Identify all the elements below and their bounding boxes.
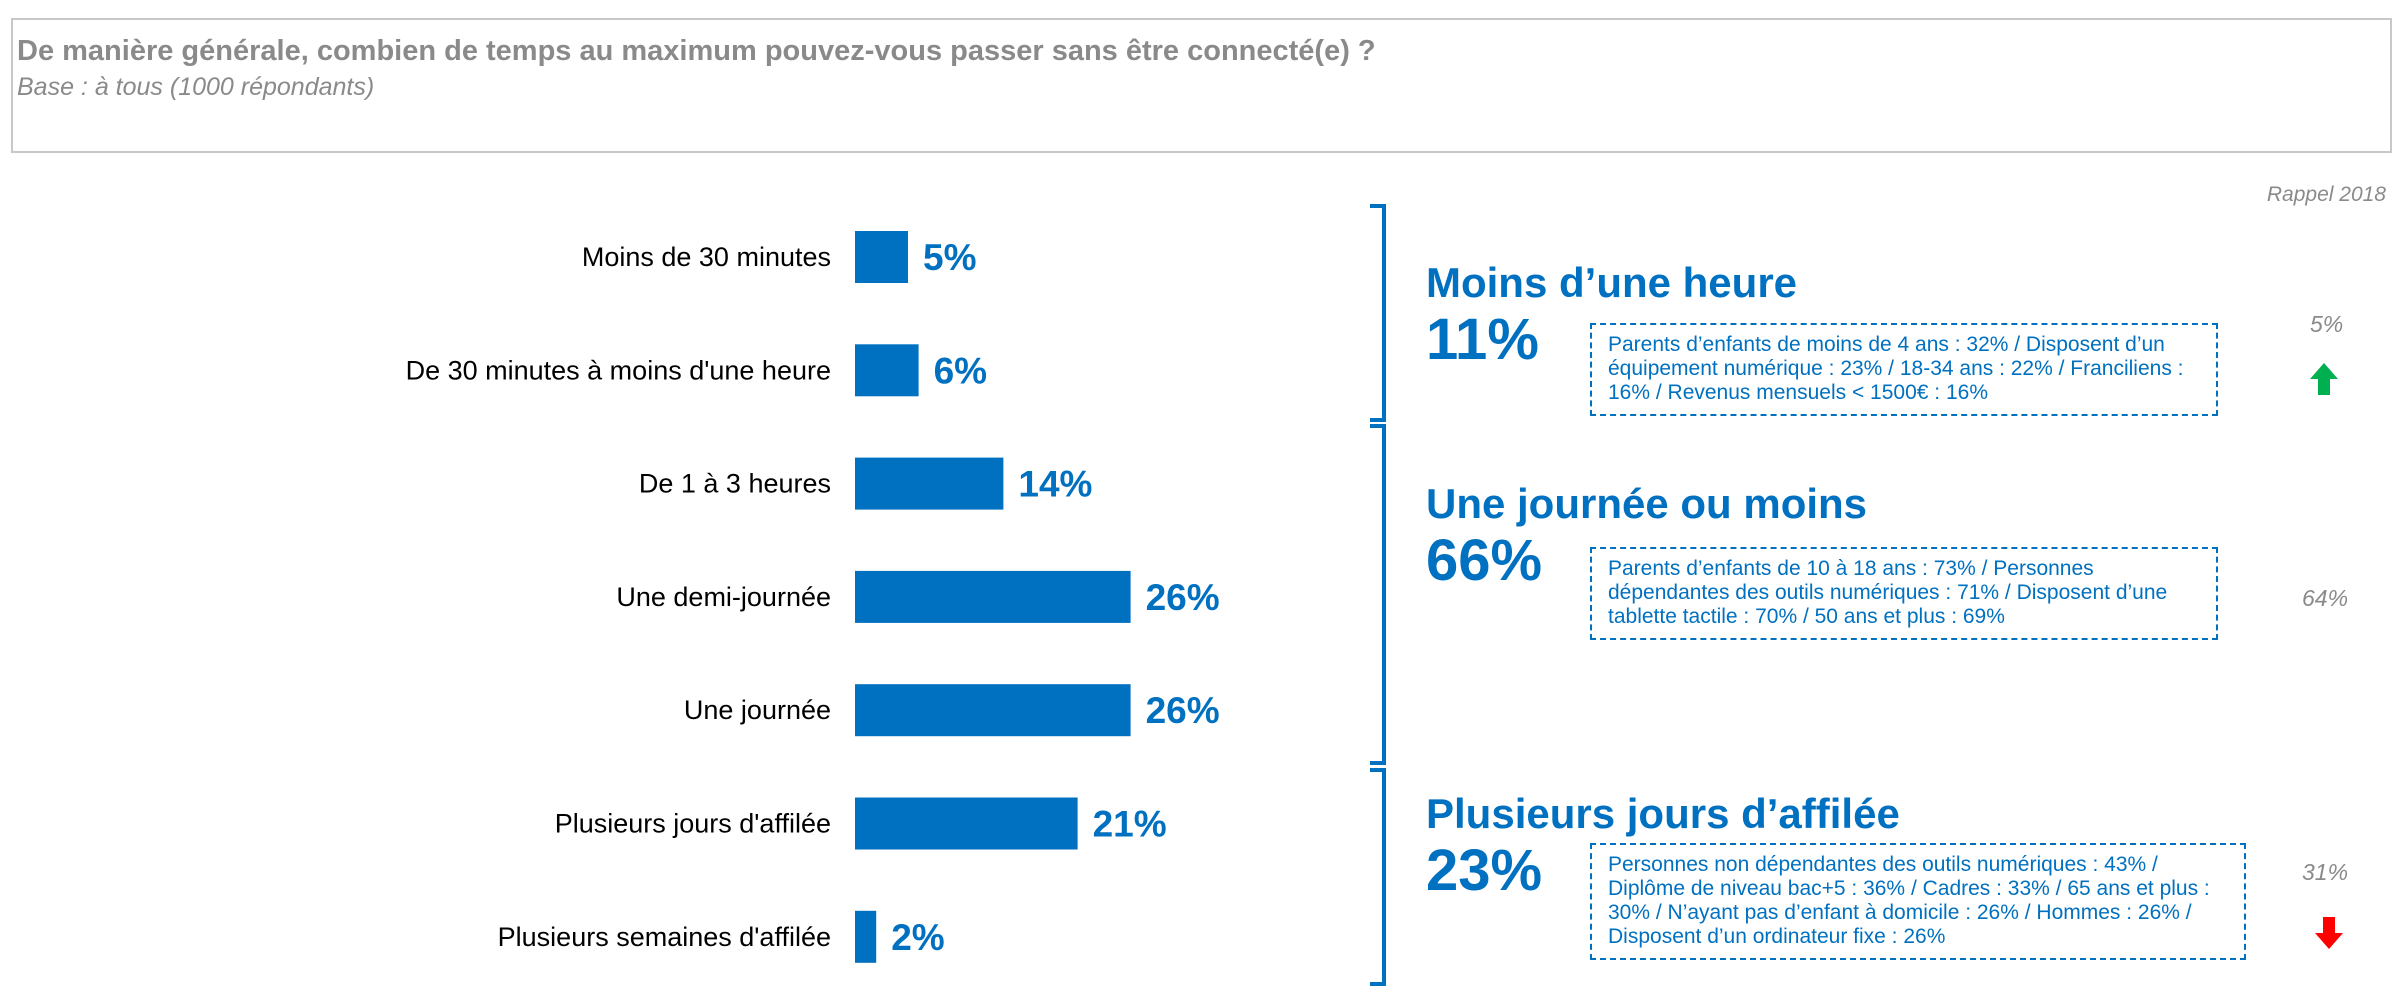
bar-4 bbox=[855, 684, 1131, 737]
bracket-plusieurs-jours bbox=[1370, 768, 1386, 986]
bar-0 bbox=[855, 231, 908, 283]
category-label-6: Plusieurs semaines d'affilée bbox=[498, 922, 831, 952]
value-label-3: 26% bbox=[1146, 577, 1220, 618]
group-title-une-journee-ou-moins: Une journée ou moins bbox=[1426, 480, 1868, 527]
group-title-plusieurs-jours: Plusieurs jours d’affilée bbox=[1426, 790, 1900, 837]
arrow-down-icon bbox=[2315, 917, 2343, 949]
question-title: De manière générale, combien de temps au… bbox=[17, 35, 1376, 67]
bar-2 bbox=[855, 457, 1004, 510]
bar-6 bbox=[855, 910, 877, 963]
bar-5 bbox=[855, 797, 1078, 850]
category-label-3: Une demi-journée bbox=[616, 582, 831, 612]
base-note: Base : à tous (1000 répondants) bbox=[17, 73, 375, 101]
category-label-4: Une journée bbox=[684, 695, 831, 725]
category-label-0: Moins de 30 minutes bbox=[582, 242, 831, 272]
rappel-value-moins-d-une-heure: 5% bbox=[2310, 311, 2344, 337]
bracket-une-journee-ou-moins bbox=[1370, 424, 1386, 765]
rappel-value-plusieurs-jours: 31% bbox=[2302, 859, 2349, 885]
value-label-2: 14% bbox=[1018, 464, 1092, 505]
question-header bbox=[11, 18, 2392, 153]
arrow-up-icon bbox=[2310, 363, 2338, 395]
group-value-moins-d-une-heure: 11% bbox=[1426, 307, 1539, 372]
value-label-1: 6% bbox=[934, 350, 987, 391]
value-label-6: 2% bbox=[891, 917, 944, 958]
group-detail-moins-d-une-heure: Parents d’enfants de moins de 4 ans : 32… bbox=[1590, 323, 2218, 416]
rappel-value-une-journee-ou-moins: 64% bbox=[2302, 585, 2349, 611]
bar-3 bbox=[855, 570, 1131, 623]
group-title-moins-d-une-heure: Moins d’une heure bbox=[1426, 259, 1798, 306]
value-label-0: 5% bbox=[923, 237, 976, 278]
bracket-moins-d-une-heure bbox=[1370, 204, 1386, 422]
group-value-plusieurs-jours: 23% bbox=[1426, 838, 1543, 903]
category-label-1: De 30 minutes à moins d'une heure bbox=[406, 355, 831, 385]
group-detail-une-journee-ou-moins: Parents d’enfants de 10 à 18 ans : 73% /… bbox=[1590, 547, 2218, 640]
rappel-2018-label: Rappel 2018 bbox=[2266, 183, 2386, 206]
group-value-une-journee-ou-moins: 66% bbox=[1426, 528, 1543, 593]
value-label-5: 21% bbox=[1093, 804, 1167, 845]
value-label-4: 26% bbox=[1146, 690, 1220, 731]
category-label-2: De 1 à 3 heures bbox=[639, 469, 831, 499]
bar-1 bbox=[855, 344, 919, 397]
group-detail-plusieurs-jours: Personnes non dépendantes des outils num… bbox=[1590, 843, 2246, 960]
category-label-5: Plusieurs jours d'affilée bbox=[555, 809, 831, 839]
